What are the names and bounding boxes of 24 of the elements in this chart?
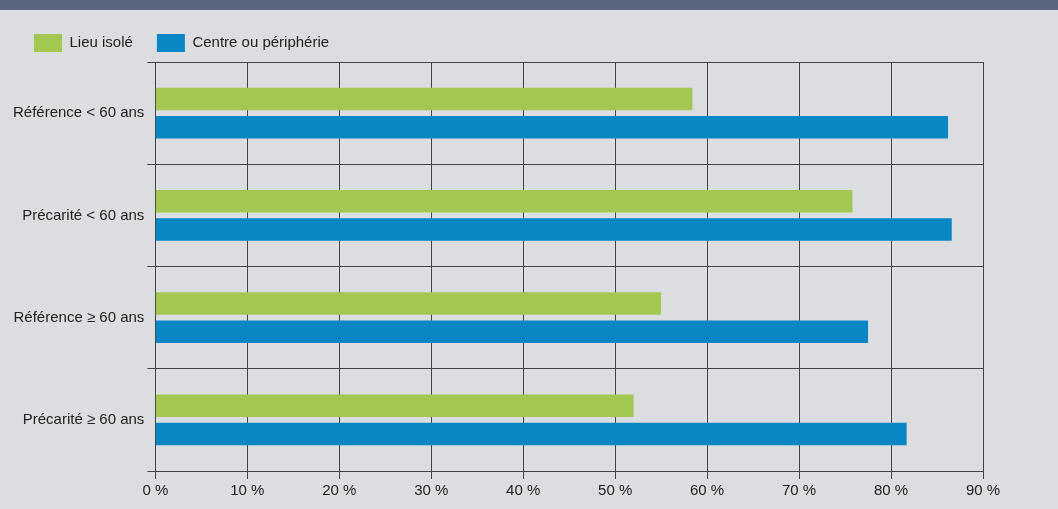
y-tick-label: Référence ≥ 60 ans [13, 307, 145, 325]
bar [155, 87, 693, 111]
x-tick-label: 20 % [322, 481, 357, 499]
legend-label: Lieu isolé [69, 33, 133, 51]
x-tick-label: 70 % [781, 481, 817, 499]
legend-label: Centre ou périphérie [192, 33, 330, 51]
x-tick-label: 80 % [873, 481, 909, 499]
y-tick-label: Précarité ≥ 60 ans [22, 410, 145, 428]
bar [155, 422, 907, 446]
bar [155, 218, 952, 241]
x-tick-label: 0 % [142, 481, 169, 499]
y-tick-label: Référence < 60 ans [12, 103, 145, 121]
x-tick-label: 90 % [965, 481, 1001, 499]
x-tick-label: 50 % [598, 481, 633, 499]
x-tick-label: 10 % [230, 481, 265, 499]
y-tick-label: Précarité < 60 ans [22, 205, 145, 223]
bar [155, 320, 869, 343]
bar [155, 292, 662, 315]
x-tick-label: 30 % [414, 481, 449, 499]
bar [155, 190, 853, 213]
bar [155, 394, 634, 418]
x-tick-label: 60 % [690, 481, 725, 499]
x-tick-label: 40 % [506, 481, 541, 499]
bar [155, 115, 949, 139]
